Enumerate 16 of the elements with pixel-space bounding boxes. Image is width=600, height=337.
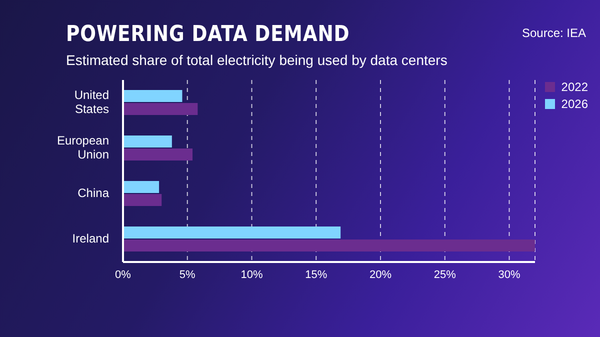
- y-tick-label: Ireland: [72, 231, 109, 246]
- legend-label: 2026: [561, 97, 588, 111]
- x-tick-label: 20%: [369, 268, 392, 281]
- chart-title: POWERING DATA DEMAND: [66, 22, 350, 47]
- x-tick-label: 25%: [434, 268, 456, 281]
- x-tick-label: 10%: [240, 268, 263, 281]
- x-tick-label: 5%: [179, 268, 196, 281]
- chart-subtitle: Estimated share of total electricity being used by data centers: [66, 52, 448, 68]
- x-tick-label: 15%: [305, 268, 328, 281]
- y-tick-label: European Union: [56, 133, 109, 162]
- legend-label: 2022: [561, 80, 588, 94]
- y-tick-label: China: [78, 186, 110, 200]
- y-tick-label: United States: [74, 88, 109, 116]
- x-tick-label: 0%: [115, 268, 132, 281]
- source-note: Source: IEA: [522, 26, 586, 40]
- x-tick-label: 30%: [498, 268, 520, 281]
